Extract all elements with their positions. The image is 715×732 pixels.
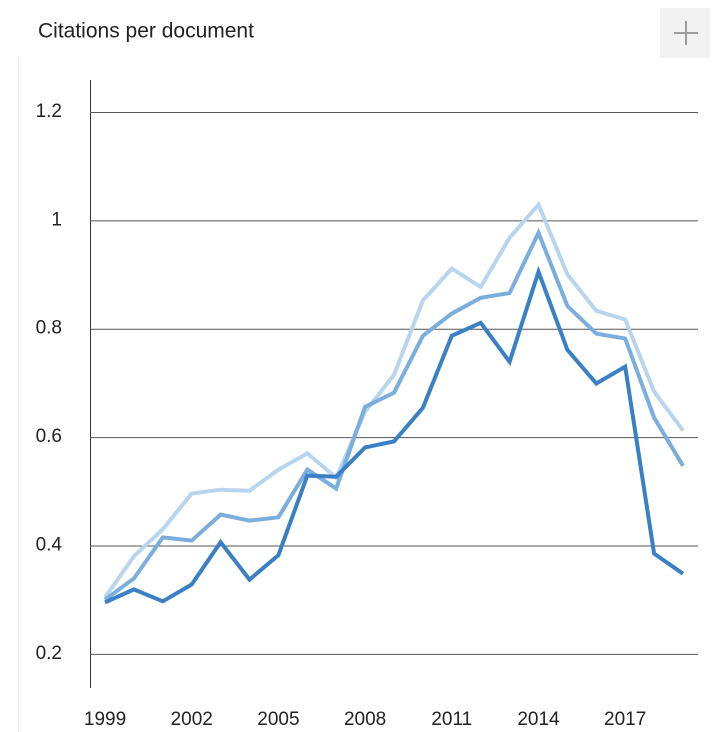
y-tick-label: 0.4 [36,534,63,555]
y-tick-label: 0.8 [36,318,62,339]
y-tick-label: 0.2 [36,643,62,664]
expand-button[interactable] [660,8,710,58]
x-tick-label: 2017 [604,709,646,730]
series-line [104,265,685,605]
y-tick-label: 1 [51,209,62,230]
chart-title: Citations per document [38,20,254,43]
series-line [103,200,685,599]
series-line [103,227,685,602]
x-tick-label: 2005 [257,709,299,730]
x-tick-label: 2011 [431,709,472,730]
x-tick-label: 2014 [517,709,560,730]
y-tick-label: 0.6 [36,426,62,447]
x-tick-label: 2002 [171,709,213,730]
x-tick-label: 1999 [84,709,126,730]
y-tick-label: 1.2 [36,101,62,122]
x-tick-label: 2008 [344,709,386,730]
